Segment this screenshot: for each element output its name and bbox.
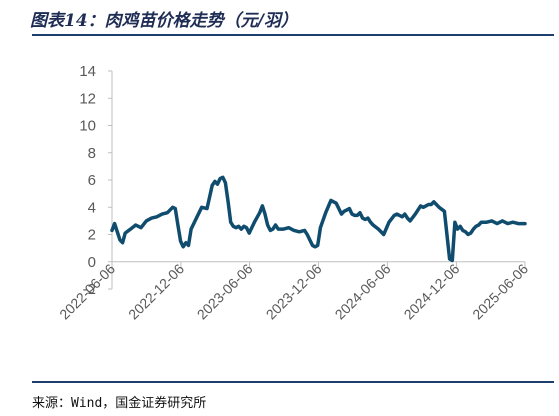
price-line-chart: -2 0 2 4 6 8 10 12 14 2022-06-06 2022-12-06 2023-0…: [56, 63, 531, 323]
x-tick-label: 2023-12-06: [263, 260, 325, 322]
y-tick-label: 12: [79, 90, 96, 107]
y-tick-label: 14: [79, 63, 96, 80]
y-tick-label: 10: [79, 118, 96, 135]
x-axis: 2022-06-06 2022-12-06 2023-06-06 2023-12-06…: [56, 260, 531, 322]
title-rule: [32, 34, 554, 36]
footer-rule: [32, 381, 554, 383]
y-tick-label: 4: [88, 199, 96, 216]
y-tick-label: -2: [83, 281, 96, 298]
x-tick-label: 2025-06-06: [469, 260, 531, 322]
y-tick-label: 6: [88, 172, 96, 189]
x-tick-label: 2023-06-06: [194, 260, 256, 322]
x-tick-label: 2024-12-06: [401, 260, 463, 322]
x-tick-label: 2022-12-06: [125, 260, 187, 322]
y-tick-label: 8: [88, 145, 96, 162]
source-note: 来源：Wind，国金证券研究所: [32, 396, 207, 411]
figure-title: 图表14：肉鸡苗价格走势（元/羽）: [30, 11, 298, 31]
x-tick-label: 2024-06-06: [332, 260, 394, 322]
y-tick-label: 2: [88, 227, 96, 244]
y-axis: -2 0 2 4 6 8 10 12 14: [79, 63, 113, 298]
y-tick-label: 0: [88, 254, 96, 271]
series-line: [110, 175, 527, 263]
